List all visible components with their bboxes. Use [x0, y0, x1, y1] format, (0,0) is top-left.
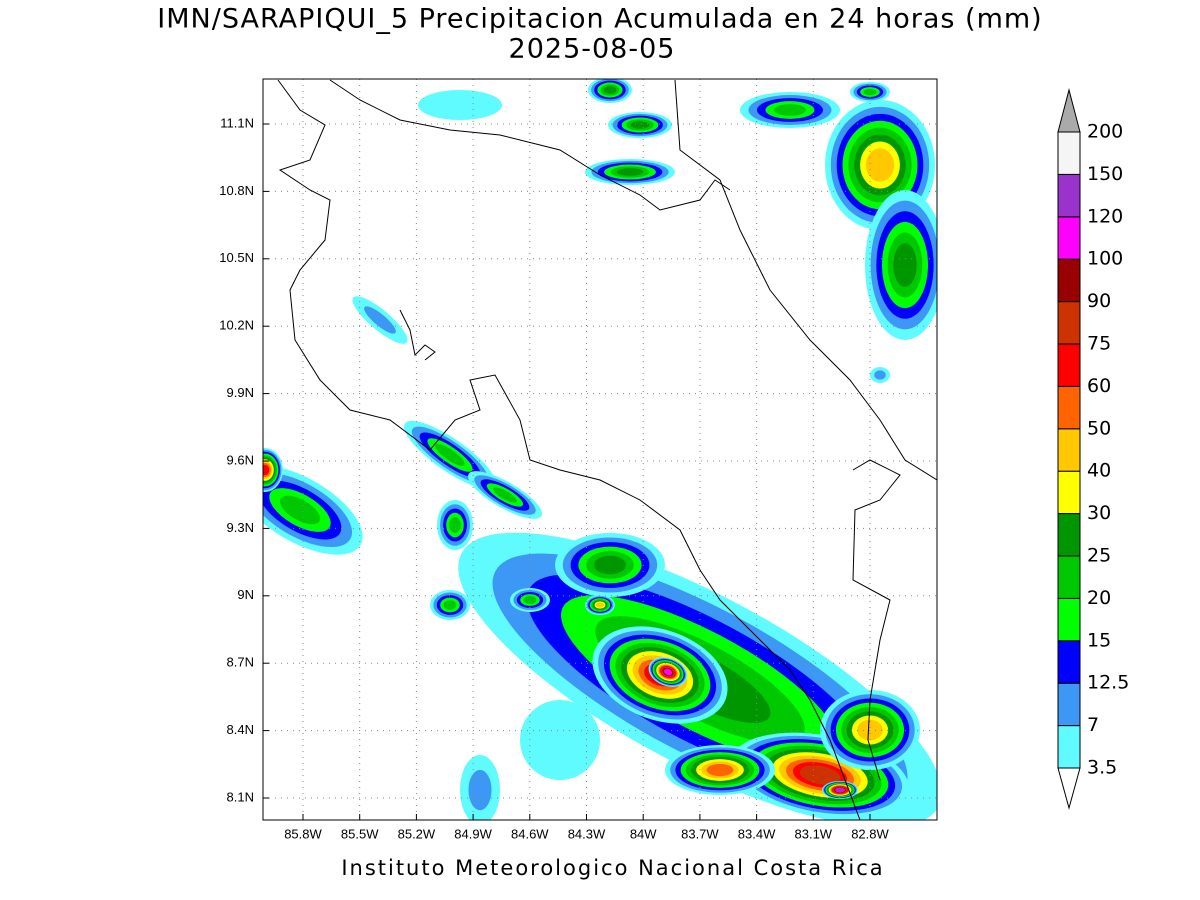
rain-contour — [520, 700, 600, 780]
lon-label: 85.5W — [341, 826, 379, 841]
colorbar-label: 25 — [1087, 545, 1111, 567]
colorbar-label: 50 — [1087, 417, 1111, 439]
colorbar-low-arrow — [1057, 767, 1081, 810]
colorbar-label: 75 — [1087, 333, 1111, 355]
lat-label: 11.1N — [220, 115, 254, 130]
rain-contour — [857, 719, 883, 741]
rain-contour — [449, 517, 461, 533]
map-frame — [262, 78, 938, 821]
colorbar-box — [1057, 470, 1081, 515]
colorbar-high-arrow — [1057, 88, 1081, 133]
lat-label: 10.2N — [219, 318, 254, 333]
subtitle: 2025-08-05 — [509, 34, 676, 65]
rain-contour — [523, 596, 537, 604]
lat-label: 9.9N — [227, 385, 254, 400]
colorbar-label: 12.5 — [1087, 672, 1129, 694]
colorbar-box — [1057, 597, 1081, 642]
colorbar-label: 100 — [1087, 248, 1123, 270]
colorbar-box — [1057, 131, 1081, 175]
rain-contour — [593, 555, 627, 575]
colorbar-box — [1057, 385, 1081, 430]
colorbar-label: 3.5 — [1087, 757, 1117, 779]
colorbar-label: 150 — [1087, 163, 1123, 185]
pacific-coast — [277, 79, 861, 820]
colorbar-box — [1057, 258, 1081, 303]
coastlines — [277, 79, 937, 820]
rain-contour — [663, 668, 673, 676]
lat-label: 10.8N — [219, 183, 254, 198]
rain-contour — [706, 763, 734, 777]
rain-contour — [435, 444, 465, 466]
rain-contour — [603, 86, 617, 94]
rain-contour — [630, 121, 650, 129]
lat-label: 9.6N — [227, 452, 254, 467]
panama-coast — [852, 459, 901, 781]
rain-contour — [596, 602, 604, 608]
lat-label: 8.7N — [227, 655, 254, 670]
colorbar-box — [1057, 513, 1081, 557]
gulf-nicoya — [399, 309, 436, 361]
colorbar: 3.5 7 12.5 15 20 25 30 40 50 60 75 90 100 120 150 200 — [1057, 88, 1129, 810]
colorbar-box — [1057, 343, 1081, 387]
rain-contour — [279, 495, 321, 525]
colorbar-label: 120 — [1087, 205, 1123, 227]
title: IMN/SARAPIQUI_5 Precipitacion Acumulada … — [157, 4, 1042, 35]
rain-contour — [493, 487, 517, 503]
lat-label: 8.1N — [227, 789, 254, 804]
colorbar-box — [1057, 640, 1081, 684]
precipitation-field — [263, 79, 937, 820]
colorbar-box — [1057, 216, 1081, 260]
lon-label: 83.1W — [795, 826, 833, 841]
lat-label: 10.5N — [219, 250, 254, 265]
rain-contour — [774, 104, 806, 116]
lon-label: 84.3W — [568, 826, 606, 841]
lon-label: 85.8W — [284, 826, 322, 841]
colorbar-box — [1057, 173, 1081, 218]
lon-label: 85.2W — [398, 826, 436, 841]
rain-contour — [616, 168, 644, 176]
colorbar-box — [1057, 555, 1081, 599]
colorbar-label: 30 — [1087, 502, 1111, 524]
lon-label: 83.4W — [738, 826, 776, 841]
grid: 11.1N 10.8N 10.5N 10.2N 9.9N 9.6N 9.3N 9N 8.7N 8.… — [219, 79, 937, 841]
lon-label: 84.9W — [454, 826, 492, 841]
caribbean-coast — [674, 79, 937, 481]
rain-contour — [263, 464, 270, 476]
lon-label: 84.6W — [511, 826, 549, 841]
colorbar-box — [1057, 428, 1081, 472]
rain-contour — [799, 765, 841, 785]
lon-label: 83.7W — [681, 826, 719, 841]
rain-contour — [865, 148, 895, 182]
colorbar-label: 15 — [1087, 629, 1111, 651]
colorbar-box — [1057, 301, 1081, 345]
rain-contour — [364, 306, 396, 334]
lat-label: 9.3N — [227, 520, 254, 535]
rain-contour — [893, 243, 917, 287]
lat-label: 9N — [237, 587, 254, 602]
lat-label: 8.4N — [227, 722, 254, 737]
rain-contour — [418, 90, 502, 120]
colorbar-label: 20 — [1087, 587, 1111, 609]
lon-label: 84W — [630, 826, 657, 841]
footer: Instituto Meteorologico Nacional Costa R… — [341, 856, 884, 880]
colorbar-label: 200 — [1087, 121, 1123, 143]
colorbar-label: 40 — [1087, 460, 1111, 482]
rain-contour — [874, 370, 886, 380]
rain-contour — [443, 600, 457, 610]
colorbar-box — [1057, 682, 1081, 727]
colorbar-box — [1057, 725, 1081, 769]
nicaragua-coast — [329, 79, 731, 211]
rain-contour — [836, 788, 844, 792]
colorbar-label: 7 — [1087, 714, 1099, 736]
colorbar-label: 60 — [1087, 375, 1111, 397]
colorbar-label: 90 — [1087, 290, 1111, 312]
rain-contour — [468, 769, 492, 811]
lon-label: 82.8W — [851, 826, 889, 841]
